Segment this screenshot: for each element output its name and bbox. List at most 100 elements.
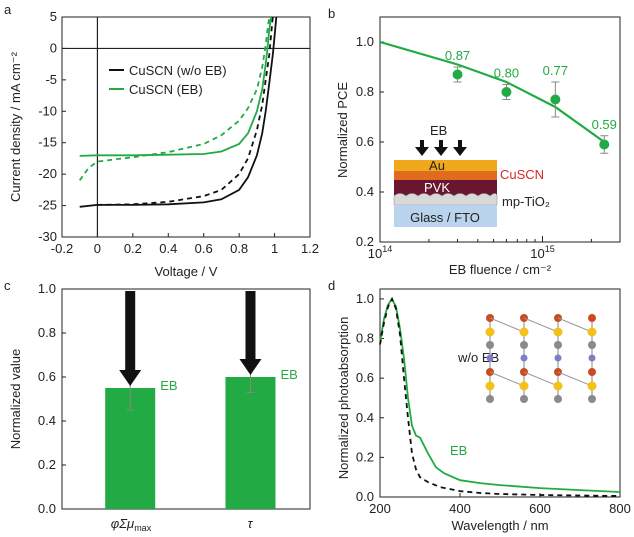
eb-arrow-2-shaft: [439, 140, 443, 147]
panel-a-y-tick-label-7: 5: [50, 9, 57, 24]
layer-glass-fto: [394, 205, 497, 227]
panel-d-y-tick-label-3: 0.6: [356, 370, 374, 385]
panel-d-axes: 200 400 600 800 0.0 0.2 0.4 0.6 0.8 1.0: [356, 291, 631, 516]
panel-b-data-label-0: 0.87: [445, 48, 470, 63]
crystal-atom-3-3: [588, 354, 596, 362]
panel-a-series-line-1: [97, 16, 274, 206]
panel-a-x-tick-label-4: 0.6: [195, 241, 213, 256]
panel-a-x-tick-label-0: -0.2: [51, 241, 73, 256]
panel-c-axes: 0.0 0.2 0.4 0.6 0.8 1.0: [38, 281, 66, 516]
panel-a-y-tick-label-3: -15: [38, 135, 57, 150]
panel-b-data-point-1: [501, 87, 512, 97]
panel-d-series-line-1: [379, 296, 621, 497]
panel-a-series-line-2: [79, 16, 272, 157]
layer-label-cuscn: CuSCN: [500, 167, 544, 182]
svg-text:φΣμmax: φΣμmax: [111, 516, 152, 533]
panel-b-y-tick-label-2: 0.6: [356, 134, 374, 149]
panel-a-y-tick-label-2: -20: [38, 166, 57, 181]
panel-c-normalized-values: c 0.0 0.2 0.4 0.6 0.8 1.0 EB EB Normalized val…: [4, 278, 311, 533]
panel-b-x-tick-label-1: 1015: [530, 244, 554, 261]
category-label-subscript-max: max: [134, 523, 152, 533]
panel-c-bar-label-1: EB: [280, 367, 297, 382]
crystal-atom-0-6: [486, 395, 494, 403]
panel-c-bar-1: [225, 377, 276, 509]
panel-a-x-axis-title: Voltage / V: [155, 264, 218, 279]
eb-arrow-1-head: [415, 147, 429, 156]
panel-d-x-tick-label-2: 600: [529, 501, 551, 516]
panel-b-series: 0.87 0.80 0.77 0.59: [379, 40, 617, 154]
crystal-cross-bond-b-1: [523, 371, 559, 387]
crystal-atom-3-1: [587, 327, 597, 337]
panel-letter-a: a: [4, 2, 12, 17]
panel-c-y-tick-label-0: 0.0: [38, 501, 56, 516]
panel-c-bar-label-0: EB: [160, 378, 177, 393]
panel-c-y-axis-title: Normalized value: [8, 349, 23, 449]
crystal-cross-bond-b-2: [557, 371, 593, 387]
crystal-atom-0-2: [486, 341, 494, 349]
panel-b-plot-frame: [379, 16, 621, 243]
panel-a-y-tick-label-0: -30: [38, 229, 57, 244]
panel-a-x-tick-label-3: 0.4: [159, 241, 177, 256]
electron-beam-arrows: [415, 140, 467, 156]
panel-d-plot-frame: [379, 288, 621, 498]
panel-b-axes: 0.2 0.4 0.6 0.8 1.0 1014 1015: [356, 34, 621, 261]
panel-a-y-tick-label-6: 0: [50, 40, 57, 55]
device-stack-inset: EB Au CuSCN PVK mp-TiO₂ Glass / FTO: [393, 123, 550, 227]
crystal-atom-2-6: [554, 395, 562, 403]
layer-label-au: Au: [429, 158, 445, 173]
cuscn-crystal-structure-illustration: [485, 314, 597, 403]
panel-c-decrease-arrow-head-0: [119, 370, 142, 386]
legend-label-eb: CuSCN (EB): [129, 82, 203, 97]
series-label-eb: EB: [450, 443, 467, 458]
eb-arrow-2-head: [434, 147, 448, 156]
inset-beam-label: EB: [430, 123, 447, 138]
crystal-cross-bond-a-0: [489, 317, 525, 333]
panel-b-x-tick-label-0: 1014: [368, 244, 392, 261]
panel-d-photoabsorption: d 200 400 600 800 0.0 0.2 0.4 0.6 0.8 1.0 Wavelen…: [328, 278, 631, 533]
panel-d-series: [379, 296, 621, 497]
layer-au: [394, 160, 497, 171]
crystal-atom-1-3: [520, 354, 528, 362]
panel-a-y-tick-label-1: -25: [38, 198, 57, 213]
panel-d-x-tick-label-1: 400: [449, 501, 471, 516]
panel-c-y-tick-label-2: 0.4: [38, 413, 56, 428]
panel-d-y-tick-label-4: 0.8: [356, 331, 374, 346]
panel-d-x-tick-label-0: 200: [369, 501, 391, 516]
crystal-atom-2-2: [554, 341, 562, 349]
panel-letter-c: c: [4, 278, 11, 293]
panel-a-axes: -0.2 0 0.2 0.4 0.6 0.8 1 1.2 -30 -25 -20 -15 -10 -5 0 5: [38, 9, 319, 256]
panel-b-y-tick-label-0: 0.2: [356, 234, 374, 249]
panel-d-y-tick-label-0: 0.0: [356, 489, 374, 504]
crystal-atom-2-3: [554, 354, 562, 362]
panel-c-y-tick-label-5: 1.0: [38, 281, 56, 296]
category-label-phi-sum-mu-max: φΣμmax: [111, 516, 152, 533]
eb-arrow-3-shaft: [458, 140, 462, 147]
crystal-cross-bond-b-0: [489, 371, 525, 387]
crystal-atom-1-2: [520, 341, 528, 349]
panel-a-x-tick-label-7: 1.2: [301, 241, 319, 256]
crystal-atom-1-5: [519, 381, 529, 391]
crystal-atom-2-5: [553, 381, 563, 391]
panel-a-plot-frame: [61, 16, 311, 238]
crystal-cross-bond-a-2: [557, 317, 593, 333]
crystal-atom-3-2: [588, 341, 596, 349]
panel-a-x-tick-label-5: 0.8: [230, 241, 248, 256]
panel-d-x-tick-label-3: 800: [609, 501, 631, 516]
panel-b-data-point-2: [550, 94, 561, 105]
panel-a-series-line-0: [79, 16, 278, 208]
category-label-tau: τ: [248, 516, 254, 531]
panel-b-data-point-0: [452, 69, 463, 80]
eb-arrow-1-shaft: [420, 140, 424, 147]
panel-letter-b: b: [328, 6, 335, 21]
panel-b-data-label-3: 0.59: [592, 117, 617, 132]
crystal-atom-3-4: [588, 368, 596, 376]
panel-a-y-tick-label-4: -10: [38, 103, 57, 118]
series-label-wo-eb: w/o EB: [457, 350, 499, 365]
panel-d-series-line-0: [379, 297, 621, 493]
panel-b-y-axis-title: Normalized PCE: [335, 82, 350, 178]
layer-pvk: [394, 180, 497, 196]
panel-b-data-point-3: [599, 139, 610, 150]
panel-b-fit-line: [379, 40, 605, 143]
crystal-atom-0-3: [486, 354, 494, 362]
